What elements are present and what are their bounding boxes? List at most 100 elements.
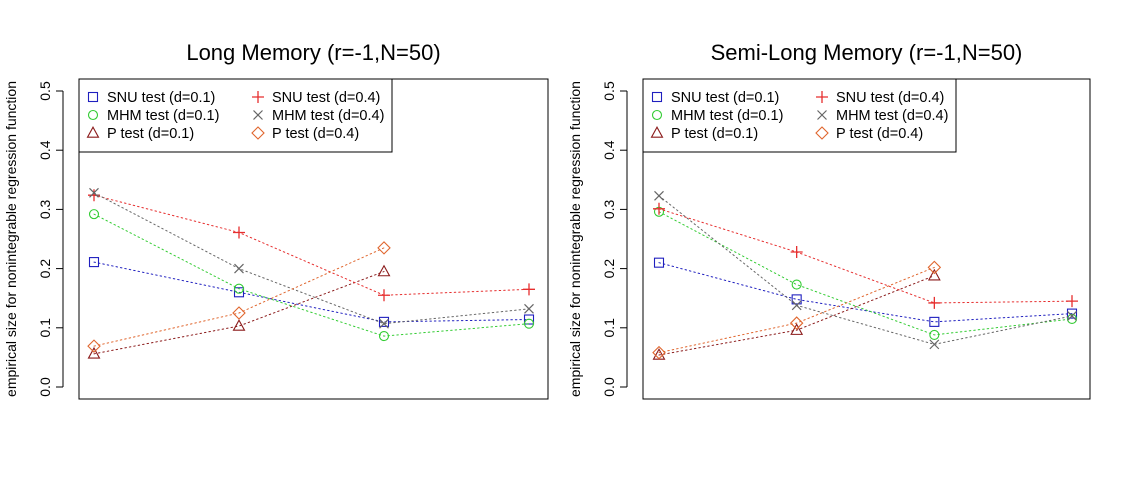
data-point <box>653 257 665 268</box>
data-point <box>377 264 391 277</box>
data-point <box>232 306 246 320</box>
data-point <box>232 319 246 331</box>
series-line <box>658 211 1073 336</box>
series-cross-5 <box>89 187 534 329</box>
data-point <box>234 263 244 274</box>
legend-label: MHM test (d=0.1) <box>107 108 219 124</box>
legend-marker <box>651 91 663 103</box>
y-tick-label: 0.4 <box>37 140 53 160</box>
legend-marker <box>252 91 264 103</box>
data-point <box>378 289 390 302</box>
series-square-1 <box>653 257 1078 327</box>
legend-label: SNU test (d=0.1) <box>107 90 215 106</box>
series-diamond-6 <box>652 260 942 360</box>
series-circle-2 <box>653 206 1078 340</box>
y-tick-label: 0.5 <box>37 81 53 101</box>
legend-label: MHM test (d=0.4) <box>272 108 384 124</box>
legend: SNU test (d=0.1) MHM test (d=0.1) P test (… <box>78 78 393 153</box>
data-point <box>929 316 940 327</box>
data-point <box>524 303 534 314</box>
data-point <box>654 190 664 201</box>
data-point <box>233 226 245 239</box>
legend-marker <box>251 126 265 140</box>
legend-box <box>642 78 957 153</box>
data-point <box>377 241 391 255</box>
legend-label: P test (d=0.4) <box>836 126 923 142</box>
legend-marker <box>815 126 829 140</box>
series-line <box>93 271 385 355</box>
y-tick-label: 0.0 <box>37 377 53 397</box>
legend-marker <box>87 91 99 103</box>
series-line <box>658 262 1073 323</box>
series-line <box>658 266 935 354</box>
data-point <box>791 294 802 305</box>
data-point <box>87 339 101 353</box>
data-point <box>927 260 942 275</box>
legend-label: P test (d=0.1) <box>671 126 758 142</box>
legend: SNU test (d=0.1) MHM test (d=0.1) P test (… <box>642 78 957 153</box>
data-point <box>653 202 665 215</box>
legend-box <box>78 78 393 153</box>
data-point <box>927 268 941 281</box>
series-line <box>93 261 530 323</box>
legend-marker <box>816 91 828 103</box>
series-line <box>93 247 385 347</box>
chart-panel-1: Long Memory (r=-1,N=50) 0.0 0.1 0.2 0.3 0.4 0.… <box>3 40 549 400</box>
series-triangle-3 <box>652 268 941 360</box>
series-triangle-3 <box>87 264 391 359</box>
data-point <box>1066 308 1078 319</box>
legend-marker <box>87 109 99 121</box>
data-point <box>523 283 535 296</box>
series-line <box>658 208 1073 304</box>
series-line <box>93 192 530 325</box>
data-point <box>928 296 941 309</box>
data-point <box>790 246 803 259</box>
series-diamond-6 <box>87 241 391 353</box>
data-point <box>379 318 389 329</box>
legend-marker <box>253 110 263 120</box>
legend-label: SNU test (d=0.1) <box>671 90 779 106</box>
legend-label: MHM test (d=0.1) <box>671 108 783 124</box>
series-line <box>93 213 530 337</box>
legend-label: SNU test (d=0.4) <box>272 90 380 106</box>
series-plus-4 <box>88 189 535 302</box>
series-plus-4 <box>653 202 1078 309</box>
data-point <box>523 318 535 329</box>
legend-marker <box>817 110 827 120</box>
y-tick-label: 0.1 <box>601 318 617 338</box>
data-point <box>378 316 390 327</box>
y-tick-label: 0.4 <box>601 140 617 160</box>
legend-marker <box>650 126 664 138</box>
y-tick-label: 0.2 <box>601 259 617 279</box>
data-point <box>929 329 940 340</box>
y-tick-label: 0.5 <box>601 81 617 101</box>
legend-marker <box>651 109 663 121</box>
chart-title: Semi-Long Memory (r=-1,N=50) <box>711 40 1023 65</box>
data-point <box>89 187 99 198</box>
series-line <box>93 194 530 296</box>
y-tick-label: 0.0 <box>601 377 617 397</box>
data-point <box>378 331 390 342</box>
data-point <box>233 287 245 298</box>
data-point <box>88 257 100 268</box>
data-point <box>87 346 101 359</box>
data-point <box>233 283 245 294</box>
data-point <box>790 323 804 335</box>
y-axis-label: empirical size for nonintegrable regress… <box>567 81 583 397</box>
legend-label: P test (d=0.1) <box>107 126 194 142</box>
data-point <box>523 314 535 325</box>
legend-marker <box>86 126 100 138</box>
y-tick-label: 0.3 <box>37 199 53 219</box>
legend-label: SNU test (d=0.4) <box>836 90 944 106</box>
y-tick-label: 0.1 <box>37 318 53 338</box>
chart-title: Long Memory (r=-1,N=50) <box>186 40 440 65</box>
chart-panel-2: Semi-Long Memory (r=-1,N=50) 0.0 0.1 0.2 0.3… <box>567 40 1091 400</box>
series-circle-2 <box>88 209 535 342</box>
series-cross-5 <box>654 190 1077 350</box>
legend-label: MHM test (d=0.4) <box>836 108 948 124</box>
data-point <box>1066 313 1078 324</box>
data-point <box>652 345 666 360</box>
series-square-1 <box>88 257 535 327</box>
y-axis-label: empirical size for nonintegrable regress… <box>3 81 19 397</box>
